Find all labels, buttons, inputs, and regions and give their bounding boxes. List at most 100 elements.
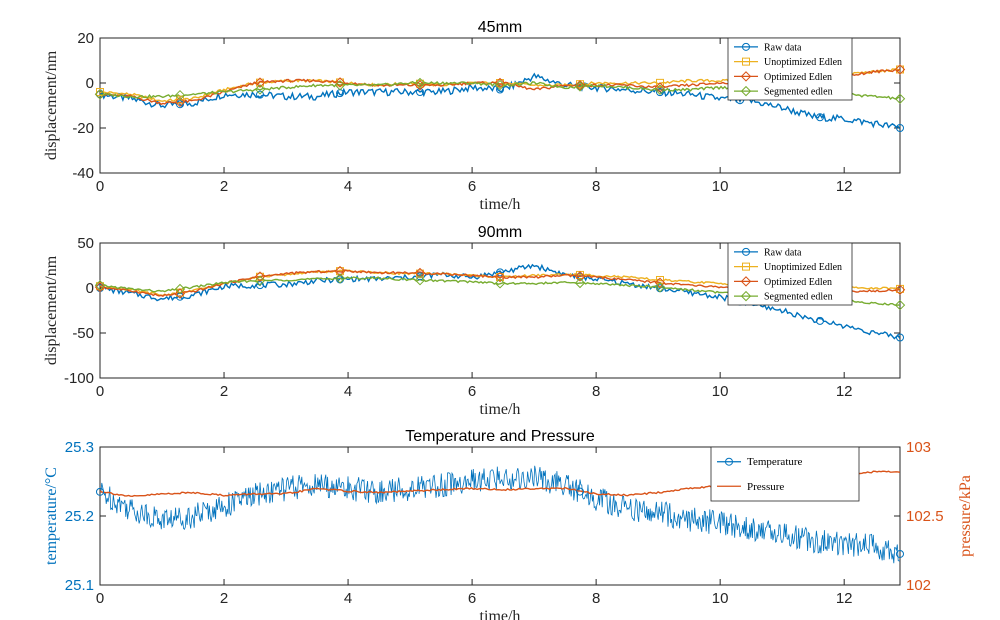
- series-line-0: [100, 263, 900, 340]
- series-marker: [576, 487, 584, 496]
- series-marker: [656, 78, 664, 87]
- series-marker: [894, 284, 906, 296]
- series-marker: [574, 81, 586, 92]
- series-marker: [654, 84, 666, 95]
- series-marker: [654, 82, 666, 93]
- series-marker: [94, 281, 106, 293]
- series-marker: [656, 276, 664, 285]
- series-marker: [816, 113, 824, 122]
- series-marker: [414, 80, 426, 91]
- x-tick-label: 0: [96, 383, 104, 400]
- series-marker: [96, 487, 104, 496]
- legend-marker-1: [742, 262, 750, 271]
- series-marker: [494, 77, 506, 89]
- series-marker: [256, 272, 264, 281]
- chart-title: 45mm: [478, 19, 522, 36]
- series-marker: [496, 273, 504, 282]
- chart-2: Temperature and Pressure 0 2 4 6 8 10 12 25.3 25.…: [43, 428, 974, 620]
- legend-marker-0: [725, 457, 733, 466]
- series-marker: [334, 273, 346, 284]
- y-tick-label: 0: [86, 280, 94, 297]
- legend: Temperature Pressure: [710, 446, 860, 502]
- series-marker: [574, 277, 586, 289]
- y-tick-label: 0: [86, 75, 94, 92]
- chart-1: 90mm 0 2 4 6 8 10 12 50 0 -50 -100 time/h displacemen…: [43, 224, 906, 418]
- legend-marker-2: [740, 71, 752, 82]
- series-marker: [894, 93, 906, 104]
- y-tick-label: 50: [77, 235, 94, 252]
- x-tick-label: 6: [468, 590, 476, 607]
- x-axis-label: time/h: [480, 401, 521, 418]
- x-tick-label: 0: [96, 590, 104, 607]
- series-marker: [894, 299, 906, 311]
- series-marker: [414, 77, 426, 89]
- legend-label-1: Unoptimized Edlen: [764, 262, 842, 273]
- legend-marker-1: [742, 57, 750, 66]
- series-marker: [254, 271, 266, 282]
- series-marker: [896, 333, 904, 342]
- legend-label-3: Segmented edlen: [764, 292, 833, 303]
- legend-marker-3: [740, 85, 752, 97]
- series-marker: [816, 316, 824, 325]
- x-tick-label: 8: [592, 590, 600, 607]
- x-tick-label: 10: [712, 590, 729, 607]
- series-marker: [176, 100, 184, 109]
- legend-box: [710, 446, 860, 502]
- legend-label-2: Optimized Edlen: [764, 72, 832, 83]
- series-marker: [896, 124, 904, 132]
- y-right-tick-label: 102: [906, 577, 931, 594]
- series-marker: [254, 84, 266, 95]
- series-marker: [174, 89, 186, 101]
- series-marker: [336, 78, 344, 87]
- series-marker: [894, 64, 906, 75]
- x-tick-label: 6: [468, 383, 476, 400]
- legend: Raw data Unoptimized Edlen Optimized Edlen…: [727, 242, 853, 306]
- series-marker: [654, 277, 666, 288]
- y-tick-label: 25.2: [65, 508, 94, 525]
- legend-label-1: Unoptimized Edlen: [764, 57, 842, 68]
- legend: Raw data Unoptimized Edlen Optimized Edlen…: [727, 37, 853, 101]
- series-marker: [494, 271, 506, 283]
- x-tick-label: 4: [344, 178, 352, 195]
- y-tick-label: 25.3: [65, 439, 94, 456]
- x-tick-label: 12: [836, 178, 853, 195]
- series-marker: [494, 79, 506, 91]
- series-marker: [254, 275, 266, 286]
- y-tick-label: -50: [72, 325, 94, 342]
- series-marker: [496, 79, 504, 87]
- legend-label-0: Raw data: [764, 42, 802, 53]
- x-tick-label: 4: [344, 590, 352, 607]
- series-marker: [574, 271, 586, 282]
- series-marker: [176, 95, 184, 104]
- x-tick-label: 12: [836, 383, 853, 400]
- series-marker: [494, 278, 506, 289]
- series-line-0: [100, 465, 900, 564]
- x-tick-label: 2: [220, 178, 228, 195]
- series-marker: [96, 88, 104, 96]
- y-axis-label: displacement/nm: [43, 50, 60, 160]
- legend-label-1: Pressure: [747, 481, 784, 493]
- x-tick-label: 2: [220, 383, 228, 400]
- series-marker: [254, 77, 266, 88]
- series-marker: [896, 65, 904, 74]
- y-tick-label: -20: [72, 120, 94, 137]
- x-tick-label: 2: [220, 590, 228, 607]
- series-marker: [94, 89, 106, 100]
- series-marker: [334, 77, 346, 88]
- y-tick-label: 20: [77, 30, 94, 47]
- series-marker: [414, 274, 426, 286]
- y-tick-label: -40: [72, 165, 94, 182]
- legend-label-0: Raw data: [764, 247, 802, 258]
- y-axis-label: temperature/°C: [43, 467, 60, 565]
- x-tick-label: 8: [592, 383, 600, 400]
- y-right-tick-label: 102.5: [906, 508, 944, 525]
- series-marker: [334, 265, 346, 277]
- series-marker: [336, 267, 344, 276]
- y-axis-label: displacement/nm: [43, 255, 60, 365]
- series-marker: [496, 268, 504, 277]
- x-tick-label: 10: [712, 178, 729, 195]
- series-marker: [256, 90, 264, 99]
- legend-label-3: Segmented edlen: [764, 87, 833, 98]
- series-marker: [256, 78, 264, 87]
